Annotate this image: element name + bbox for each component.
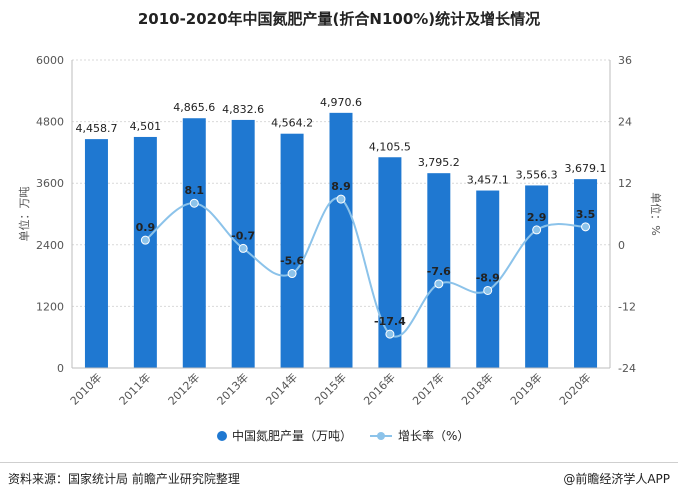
growth-value-label: -17.4 xyxy=(374,315,406,328)
growth-point xyxy=(140,235,150,245)
bar-value-label: 4,105.5 xyxy=(369,140,411,153)
y-tick-label: 0 xyxy=(57,362,64,375)
bar xyxy=(329,112,353,369)
right-axis: -24 -12 0 12 24 36 单位：% xyxy=(609,54,663,375)
footer-divider xyxy=(0,462,678,463)
x-tick-label: 2015年 xyxy=(312,370,349,407)
y-axis-title: 单位：万吨 xyxy=(17,187,31,242)
x-tick-label: 2010年 xyxy=(67,370,104,407)
brand-credit: @前瞻经济学人APP xyxy=(563,472,670,486)
growth-value-label: -7.6 xyxy=(427,265,451,278)
y2-tick-label: 36 xyxy=(618,54,632,67)
chart-title: 2010-2020年中国氮肥产量(折合N100%)统计及增长情况 xyxy=(137,10,541,28)
x-tick-label: 2016年 xyxy=(361,370,398,407)
x-tick-label: 2011年 xyxy=(116,370,153,407)
x-tick-label: 2017年 xyxy=(409,370,446,407)
growth-value-label: 8.9 xyxy=(331,180,351,193)
y-tick-label: 2400 xyxy=(36,239,64,252)
x-tick-label: 2012年 xyxy=(165,370,202,407)
y2-tick-label: -12 xyxy=(618,300,636,313)
bar xyxy=(133,136,157,368)
growth-value-label: 2.9 xyxy=(527,211,547,224)
growth-point xyxy=(238,243,248,253)
bar-value-label: 4,832.6 xyxy=(222,103,264,116)
y2-tick-label: 24 xyxy=(618,116,632,129)
bar xyxy=(378,157,402,368)
growth-point xyxy=(189,198,199,208)
x-tick-label: 2019年 xyxy=(507,370,544,407)
growth-point xyxy=(581,222,591,232)
legend: 中国氮肥产量（万吨） 增长率（%） xyxy=(217,428,469,443)
bar xyxy=(525,185,549,368)
growth-point xyxy=(287,269,297,279)
y-tick-label: 1200 xyxy=(36,300,64,313)
bar-value-label: 4,865.6 xyxy=(173,101,215,114)
left-axis: 0 1200 2400 3600 4800 6000 单位：万吨 xyxy=(17,54,73,375)
bar-value-label: 3,679.1 xyxy=(565,162,607,175)
x-tick-label: 2014年 xyxy=(263,370,300,407)
y2-tick-label: 12 xyxy=(618,177,632,190)
bar-value-label: 4,970.6 xyxy=(320,96,362,109)
x-axis: 2010年 2011年 2012年 2013年 2014年 2015年 2016年 2017年… xyxy=(67,367,610,408)
bar xyxy=(280,133,304,368)
growth-point xyxy=(336,194,346,204)
legend-line-marker xyxy=(377,432,385,440)
y-tick-label: 4800 xyxy=(36,116,64,129)
growth-value-label: -5.6 xyxy=(280,255,304,268)
bar xyxy=(476,190,500,368)
bar-value-label: 4,458.7 xyxy=(75,122,117,135)
y-tick-label: 6000 xyxy=(36,54,64,67)
y-tick-label: 3600 xyxy=(36,177,64,190)
growth-line xyxy=(144,197,586,338)
bar-value-label: 3,556.3 xyxy=(516,168,558,181)
x-tick-label: 2020年 xyxy=(556,370,593,407)
x-tick-label: 2018年 xyxy=(458,370,495,407)
growth-point xyxy=(385,329,395,339)
bars-layer: 4,458.7 4,501 4,865.6 4,832.6 4,564.2 4,970.6… xyxy=(75,96,607,369)
y2-tick-label: -24 xyxy=(618,362,636,375)
legend-bar-swatch xyxy=(217,431,227,441)
y2-tick-label: 0 xyxy=(618,239,625,252)
growth-value-label: -0.7 xyxy=(231,229,255,242)
growth-value-label: 8.1 xyxy=(185,184,205,197)
x-tick-label: 2013年 xyxy=(214,370,251,407)
growth-value-label: 3.5 xyxy=(576,208,596,221)
bar-value-label: 3,457.1 xyxy=(467,174,509,187)
legend-line-label: 增长率（%） xyxy=(398,428,469,443)
bar-value-label: 4,501 xyxy=(130,120,162,133)
bar-value-label: 3,795.2 xyxy=(418,156,460,169)
growth-point xyxy=(483,285,493,295)
growth-value-label: -8.9 xyxy=(476,271,500,284)
legend-bar-label: 中国氮肥产量（万吨） xyxy=(232,428,352,443)
bar-value-label: 4,564.2 xyxy=(271,117,313,130)
line-layer: 0.9 8.1 -0.7 -5.6 8.9 -17.4 -7.6 -8.9 2.9 3.5 xyxy=(136,180,596,339)
source-note: 资料来源：国家统计局 前瞻产业研究院整理 xyxy=(8,472,240,486)
bar xyxy=(427,173,451,368)
bar xyxy=(84,139,108,368)
growth-point xyxy=(434,279,444,289)
y2-axis-title: 单位：% xyxy=(649,192,663,235)
growth-value-label: 0.9 xyxy=(136,221,156,234)
bar xyxy=(182,118,206,368)
growth-point xyxy=(532,225,542,235)
